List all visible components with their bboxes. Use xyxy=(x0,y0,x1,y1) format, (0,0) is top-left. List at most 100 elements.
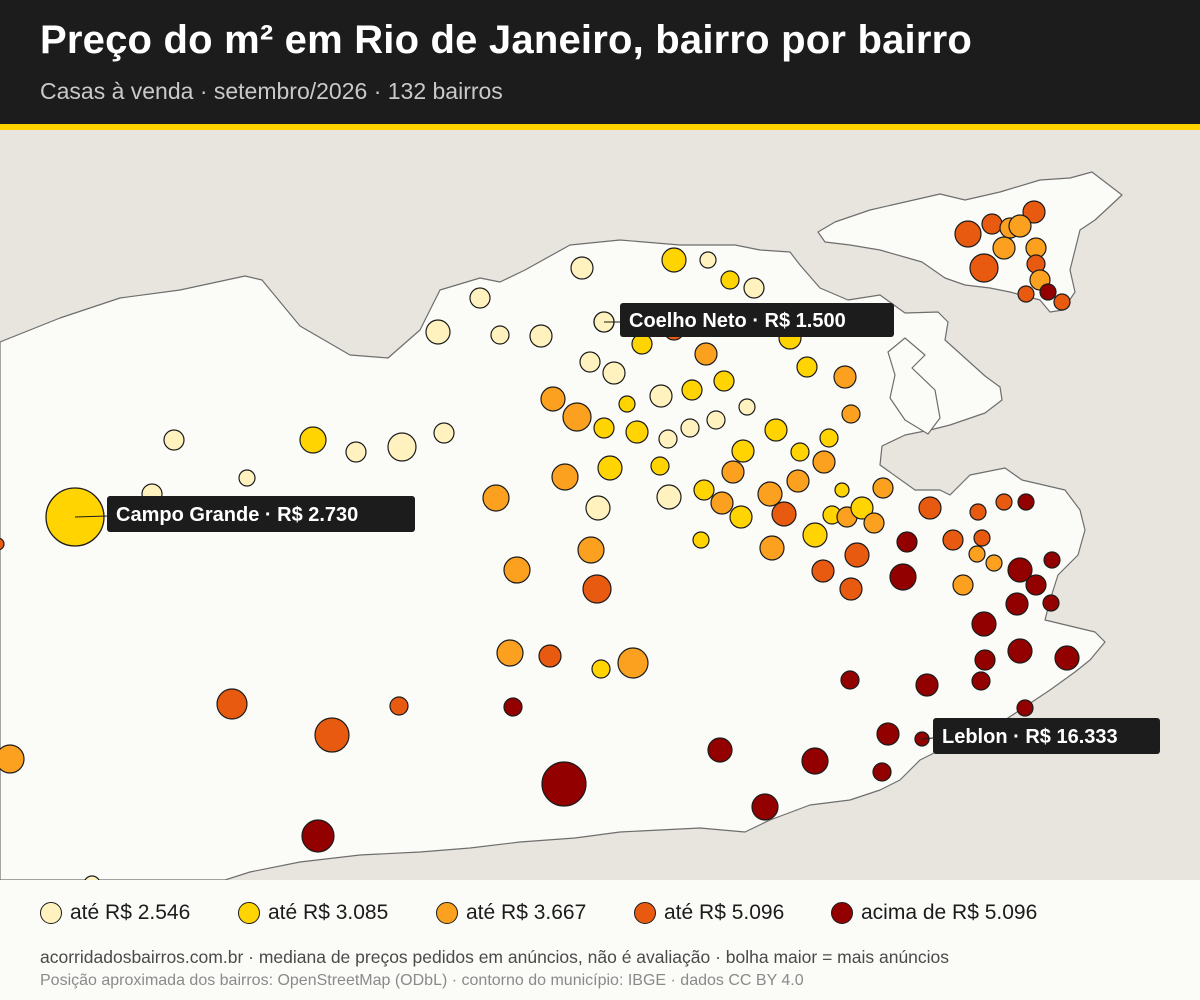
neighbourhood-bubble[interactable] xyxy=(981,213,1003,235)
neighbourhood-bubble[interactable] xyxy=(840,670,860,690)
neighbourhood-bubble[interactable] xyxy=(1008,214,1032,238)
neighbourhood-bubble[interactable] xyxy=(942,529,964,551)
neighbourhood-bubble[interactable] xyxy=(834,482,850,498)
neighbourhood-bubble[interactable] xyxy=(694,342,718,366)
neighbourhood-bubble[interactable] xyxy=(216,688,248,720)
neighbourhood-bubble[interactable] xyxy=(692,531,710,549)
neighbourhood-bubble[interactable] xyxy=(579,351,601,373)
neighbourhood-bubble[interactable] xyxy=(872,762,892,782)
neighbourhood-bubble[interactable] xyxy=(597,455,623,481)
map-canvas[interactable]: Coelho Neto · R$ 1.500 Campo Grande · R$ … xyxy=(0,130,1200,880)
neighbourhood-bubble[interactable] xyxy=(490,325,510,345)
neighbourhood-bubble[interactable] xyxy=(387,432,417,462)
neighbourhood-bubble[interactable] xyxy=(841,404,861,424)
neighbourhood-bubble[interactable] xyxy=(738,398,756,416)
neighbourhood-bubble[interactable] xyxy=(503,697,523,717)
neighbourhood-bubble[interactable] xyxy=(896,531,918,553)
neighbourhood-bubble[interactable] xyxy=(915,673,939,697)
neighbourhood-bubble[interactable] xyxy=(802,522,828,548)
neighbourhood-bubble[interactable] xyxy=(721,460,745,484)
neighbourhood-bubble[interactable] xyxy=(872,477,894,499)
neighbourhood-bubble[interactable] xyxy=(503,556,531,584)
neighbourhood-bubble[interactable] xyxy=(238,469,256,487)
neighbourhood-bubble[interactable] xyxy=(1022,200,1046,224)
neighbourhood-bubble[interactable] xyxy=(844,542,870,568)
neighbourhood-bubble[interactable] xyxy=(1007,638,1033,664)
neighbourhood-bubble[interactable] xyxy=(757,481,783,507)
neighbourhood-bubble[interactable] xyxy=(562,402,592,432)
neighbourhood-bubble[interactable] xyxy=(1039,283,1057,301)
neighbourhood-bubble[interactable] xyxy=(1017,493,1035,511)
neighbourhood-bubble[interactable] xyxy=(1042,594,1060,612)
neighbourhood-bubble[interactable] xyxy=(971,611,997,637)
neighbourhood-bubble[interactable] xyxy=(540,386,566,412)
neighbourhood-bubble[interactable] xyxy=(625,420,649,444)
neighbourhood-bubble[interactable] xyxy=(551,463,579,491)
neighbourhood-bubble[interactable] xyxy=(764,418,788,442)
neighbourhood-bubble[interactable] xyxy=(720,270,740,290)
neighbourhood-bubble[interactable] xyxy=(656,484,682,510)
neighbourhood-bubble[interactable] xyxy=(876,722,900,746)
neighbourhood-bubble[interactable] xyxy=(954,220,982,248)
neighbourhood-bubble[interactable] xyxy=(680,418,700,438)
neighbourhood-bubble[interactable] xyxy=(713,370,735,392)
neighbourhood-bubble[interactable] xyxy=(469,287,491,309)
neighbourhood-bubble[interactable] xyxy=(706,410,726,430)
neighbourhood-bubble[interactable] xyxy=(1016,699,1034,717)
neighbourhood-bubble[interactable] xyxy=(790,442,810,462)
neighbourhood-bubble[interactable] xyxy=(529,324,553,348)
neighbourhood-bubble[interactable] xyxy=(84,875,100,880)
neighbourhood-bubble[interactable] xyxy=(968,545,986,563)
neighbourhood-bubble[interactable] xyxy=(541,761,587,807)
map-panel[interactable]: Coelho Neto · R$ 1.500 Campo Grande · R$ … xyxy=(0,130,1200,880)
neighbourhood-bubble[interactable] xyxy=(1007,557,1033,583)
neighbourhood-bubble[interactable] xyxy=(693,479,715,501)
neighbourhood-bubble[interactable] xyxy=(743,277,765,299)
neighbourhood-bubble[interactable] xyxy=(658,429,678,449)
neighbourhood-bubble[interactable] xyxy=(649,384,673,408)
neighbourhood-bubble[interactable] xyxy=(759,535,785,561)
neighbourhood-bubble[interactable] xyxy=(1043,551,1061,569)
neighbourhood-bubble[interactable] xyxy=(618,395,636,413)
neighbourhood-bubble[interactable] xyxy=(577,536,605,564)
neighbourhood-bubble[interactable] xyxy=(585,495,611,521)
neighbourhood-bubble[interactable] xyxy=(771,501,797,527)
neighbourhood-bubble[interactable] xyxy=(389,696,409,716)
neighbourhood-bubble[interactable] xyxy=(681,379,703,401)
neighbourhood-bubble[interactable] xyxy=(992,236,1016,260)
neighbourhood-bubble[interactable] xyxy=(0,744,25,774)
neighbourhood-bubble[interactable] xyxy=(345,441,367,463)
neighbourhood-bubble[interactable] xyxy=(863,512,885,534)
neighbourhood-bubble[interactable] xyxy=(710,491,734,515)
neighbourhood-bubble[interactable] xyxy=(617,647,649,679)
neighbourhood-bubble[interactable] xyxy=(163,429,185,451)
neighbourhood-bubble[interactable] xyxy=(0,537,5,551)
neighbourhood-bubble[interactable] xyxy=(801,747,829,775)
neighbourhood-bubble[interactable] xyxy=(850,496,874,520)
neighbourhood-bubble[interactable] xyxy=(425,319,451,345)
neighbourhood-bubble[interactable] xyxy=(496,639,524,667)
neighbourhood-bubble[interactable] xyxy=(661,247,687,273)
neighbourhood-bubble[interactable] xyxy=(538,644,562,668)
neighbourhood-bubble[interactable] xyxy=(593,417,615,439)
neighbourhood-bubble[interactable] xyxy=(751,793,779,821)
neighbourhood-bubble[interactable] xyxy=(969,253,999,283)
neighbourhood-bubble[interactable] xyxy=(811,559,835,583)
neighbourhood-bubble[interactable] xyxy=(918,496,942,520)
neighbourhood-bubble[interactable] xyxy=(731,439,755,463)
neighbourhood-bubble[interactable] xyxy=(995,493,1013,511)
neighbourhood-bubble[interactable] xyxy=(301,819,335,853)
neighbourhood-bubble[interactable] xyxy=(971,671,991,691)
neighbourhood-bubble[interactable] xyxy=(729,505,753,529)
neighbourhood-bubble[interactable] xyxy=(707,737,733,763)
neighbourhood-bubble[interactable] xyxy=(1054,645,1080,671)
neighbourhood-bubble[interactable] xyxy=(1005,592,1029,616)
neighbourhood-bubble[interactable] xyxy=(969,503,987,521)
neighbourhood-bubble[interactable] xyxy=(1053,293,1071,311)
neighbourhood-bubble[interactable] xyxy=(973,529,991,547)
neighbourhood-bubble[interactable] xyxy=(819,428,839,448)
neighbourhood-bubble[interactable] xyxy=(812,450,836,474)
neighbourhood-bubble[interactable] xyxy=(796,356,818,378)
neighbourhood-bubble[interactable] xyxy=(889,563,917,591)
neighbourhood-bubble[interactable] xyxy=(833,365,857,389)
